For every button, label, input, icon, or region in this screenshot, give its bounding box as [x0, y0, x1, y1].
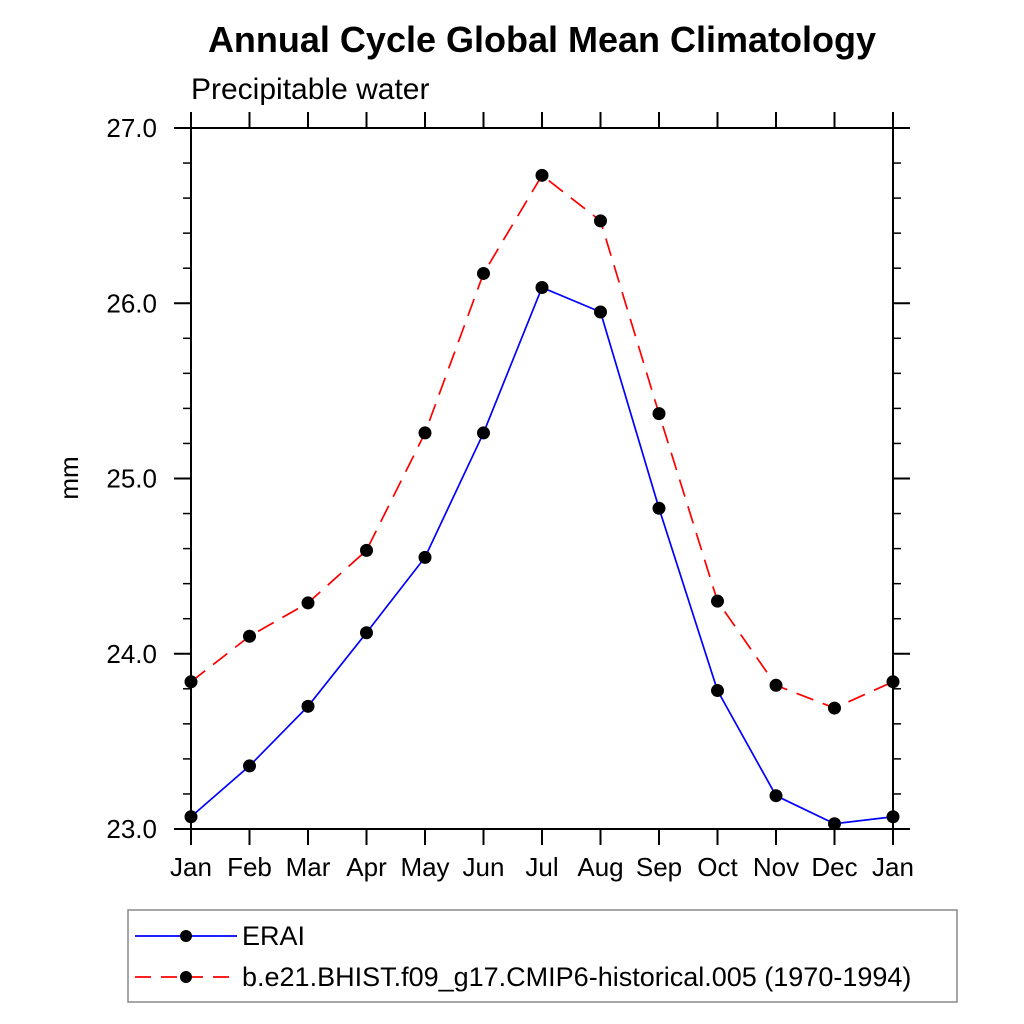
x-tick-label: Mar: [286, 852, 331, 882]
data-point-0: [360, 626, 373, 640]
data-point-0: [594, 305, 607, 319]
x-tick-label: Nov: [753, 852, 799, 882]
legend-label-0: ERAI: [242, 921, 305, 951]
x-tick-label: Jan: [170, 852, 212, 882]
data-point-1: [360, 543, 373, 557]
y-tick-label: 25.0: [106, 464, 157, 494]
data-point-1: [769, 678, 783, 692]
data-point-0: [301, 699, 315, 713]
x-tick-label: Sep: [636, 852, 682, 882]
data-point-0: [477, 426, 490, 440]
x-tick-label: Jul: [525, 852, 558, 882]
data-point-1: [243, 629, 256, 643]
y-tick-label: 27.0: [106, 113, 157, 143]
legend-label-1: b.e21.BHIST.f09_g17.CMIP6-historical.005…: [242, 962, 911, 992]
data-point-1: [594, 214, 607, 228]
data-point-1: [535, 168, 549, 182]
data-series: [184, 168, 900, 831]
x-tick-label: Dec: [811, 852, 857, 882]
data-point-0: [769, 789, 783, 803]
data-point-1: [886, 675, 900, 689]
data-point-0: [886, 810, 900, 824]
legend-border: [127, 909, 958, 1003]
plot-frame: [190, 127, 894, 830]
data-point-1: [828, 701, 841, 715]
axes-and-ticks: 23.0 24.0 25.0 26.0 27.0 Jan Feb Mar Apr May Jun Ju…: [106, 112, 914, 882]
data-point-1: [477, 266, 490, 280]
data-point-1: [184, 675, 198, 689]
y-tick-label: 24.0: [106, 639, 157, 669]
x-tick-label: May: [400, 852, 449, 882]
data-point-0: [418, 550, 432, 564]
x-tick-label: Jun: [463, 852, 505, 882]
series-line-0: [190, 286, 894, 825]
y-axis-label: mm: [54, 456, 84, 499]
data-point-0: [243, 759, 256, 773]
data-point-0: [711, 684, 724, 698]
data-point-0: [535, 280, 549, 294]
data-point-0: [652, 501, 666, 515]
x-tick-label: Apr: [346, 852, 387, 882]
chart-subtitle: Precipitable water: [191, 73, 429, 106]
series-line-1: [190, 174, 894, 709]
data-point-1: [711, 594, 724, 608]
y-tick-label: 26.0: [106, 288, 157, 318]
x-tick-label: Oct: [697, 852, 738, 882]
data-point-1: [652, 407, 666, 421]
data-point-0: [828, 817, 841, 831]
legend-marker-icon: [180, 930, 192, 942]
data-point-1: [301, 596, 315, 610]
y-tick-label: 23.0: [106, 814, 157, 844]
x-tick-label: Aug: [577, 852, 623, 882]
data-point-1: [418, 426, 432, 440]
legend-box: ERAI b.e21.BHIST.f09_g17.CMIP6-historical…: [127, 909, 958, 1003]
x-tick-label: Jan: [872, 852, 914, 882]
legend-marker-icon: [180, 971, 192, 983]
x-tick-label: Feb: [227, 852, 272, 882]
data-point-0: [184, 810, 198, 824]
chart-title: Annual Cycle Global Mean Climatology: [208, 19, 876, 60]
